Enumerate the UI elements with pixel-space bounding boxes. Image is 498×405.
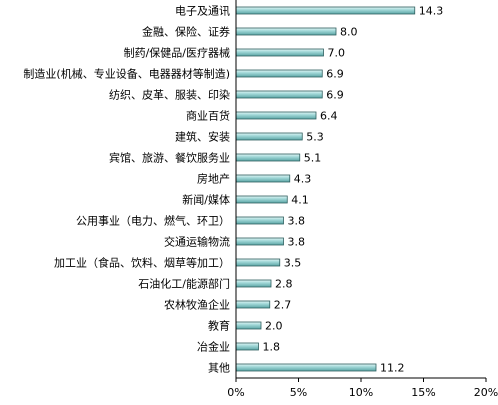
bar — [235, 48, 324, 57]
value-label: 5.1 — [304, 152, 322, 165]
category-label: 公用事业（电力、燃气、环卫） — [76, 214, 230, 228]
x-axis: 0% 5% 10% 15% 20% — [227, 0, 498, 399]
value-label: 4.1 — [291, 194, 309, 207]
value-label: 6.9 — [326, 89, 344, 102]
category-label: 电子及通讯 — [175, 5, 230, 18]
category-label: 石油化工/能源部门 — [138, 277, 230, 291]
bar — [235, 279, 272, 288]
category-labels: 电子及通讯金融、保险、证券制药/保健品/医疗器械制造业(机械、专业设备、电器器材… — [23, 5, 230, 375]
value-label: 3.8 — [288, 215, 306, 228]
x-tick-label: 0% — [227, 386, 244, 399]
value-label: 14.3 — [419, 5, 444, 18]
value-label: 8.0 — [340, 26, 358, 39]
bar — [235, 321, 262, 330]
value-label: 3.5 — [284, 257, 302, 270]
category-label: 教育 — [208, 319, 230, 333]
bars-group — [235, 6, 416, 372]
category-label: 加工业（食品、饮料、烟草等加工） — [54, 256, 230, 270]
category-label: 金融、保险、证券 — [142, 25, 230, 39]
bar — [235, 132, 303, 141]
value-label: 1.8 — [263, 341, 281, 354]
category-label: 交通运输物流 — [164, 235, 230, 249]
value-label: 11.2 — [380, 362, 405, 375]
category-label: 制造业(机械、专业设备、电器器材等制造) — [23, 67, 230, 81]
bar — [235, 237, 284, 246]
category-label: 农林牧渔企业 — [164, 298, 230, 312]
category-label: 房地产 — [197, 172, 230, 186]
value-label: 5.3 — [306, 131, 324, 144]
bar — [235, 300, 271, 309]
bar — [235, 363, 377, 372]
category-label: 建筑、安装 — [175, 130, 230, 144]
x-tick-label: 5% — [290, 386, 307, 399]
bar — [235, 342, 259, 351]
bar — [235, 174, 291, 183]
category-label: 纺织、皮革、服装、印染 — [109, 88, 230, 102]
value-label: 6.4 — [320, 110, 338, 123]
x-tick-label: 15% — [411, 386, 435, 399]
category-label: 商业百货 — [186, 109, 230, 123]
x-tick-label: 20% — [474, 386, 498, 399]
bar — [235, 195, 288, 204]
category-label: 冶金业 — [197, 340, 230, 354]
value-label: 2.7 — [274, 299, 292, 312]
category-label: 新闻/媒体 — [182, 193, 230, 207]
category-label: 宾馆、旅游、餐饮服务业 — [109, 151, 230, 165]
value-label: 4.3 — [294, 173, 312, 186]
bar — [235, 27, 337, 36]
value-label: 3.8 — [288, 236, 306, 249]
value-label: 7.0 — [328, 47, 346, 60]
value-label: 2.0 — [265, 320, 283, 333]
x-tick-label: 10% — [349, 386, 373, 399]
category-label: 制药/保健品/医疗器械 — [124, 46, 230, 60]
bar — [235, 69, 323, 78]
bar — [235, 6, 416, 15]
category-label: 其他 — [208, 362, 230, 375]
bar — [235, 111, 317, 120]
bar — [235, 258, 281, 267]
value-label: 6.9 — [326, 68, 344, 81]
value-labels: 14.3 8.0 7.0 6.9 6.9 6.4 5.3 5.1 4.3 4.1 3.8 3.8 3.5… — [263, 5, 444, 375]
bar — [235, 216, 284, 225]
bar — [235, 90, 323, 99]
bar — [235, 153, 301, 162]
value-label: 2.8 — [275, 278, 293, 291]
